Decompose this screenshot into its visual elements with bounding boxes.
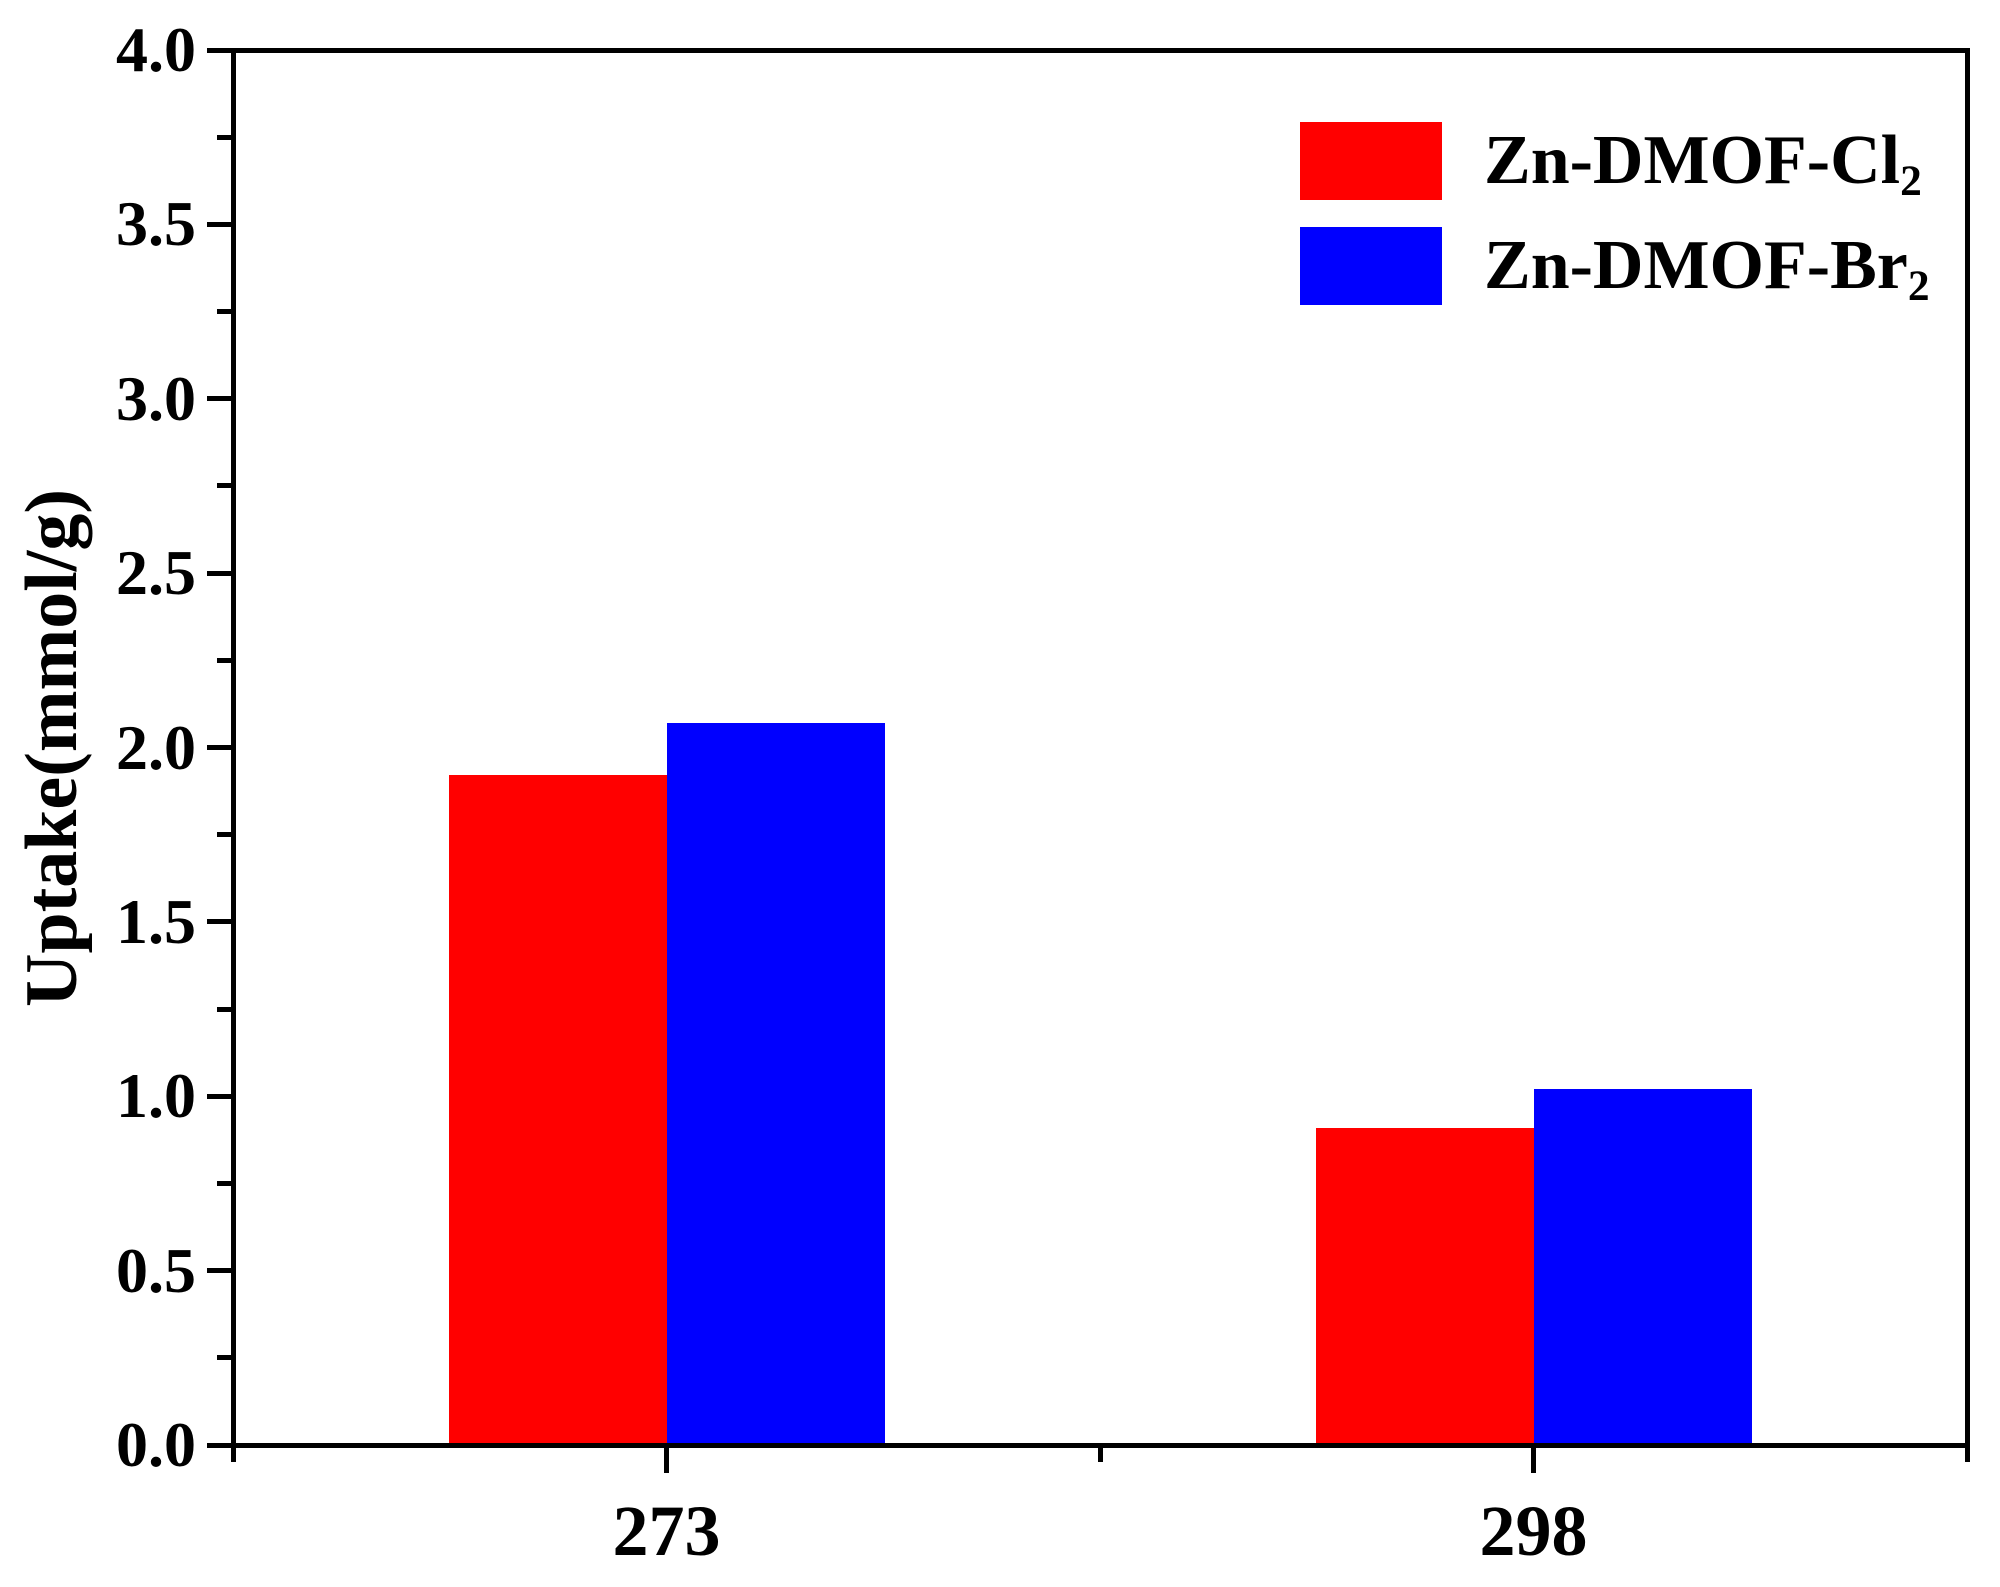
x-major-tick xyxy=(1531,1447,1536,1473)
y-minor-tick xyxy=(217,1006,233,1012)
y-major-tick xyxy=(207,221,233,227)
y-major-tick xyxy=(207,47,233,53)
y-tick-label: 2.0 xyxy=(116,711,196,783)
y-major-tick xyxy=(207,1093,233,1099)
legend: Zn-DMOF-Cl2 Zn-DMOF-Br2 xyxy=(1300,122,1930,311)
legend-label: Zn-DMOF-Cl2 xyxy=(1484,122,1922,206)
y-minor-tick xyxy=(217,1355,233,1361)
y-tick-label: 0.0 xyxy=(116,1409,196,1480)
y-major-tick xyxy=(207,919,233,925)
legend-item-zn-dmof-br2: Zn-DMOF-Br2 xyxy=(1300,227,1930,311)
y-tick-label: 0.5 xyxy=(116,1234,196,1306)
bar-zn-dmof-br2-273 xyxy=(666,723,885,1445)
x-major-tick xyxy=(664,1447,669,1473)
y-minor-tick xyxy=(217,657,233,663)
bar-zn-dmof-cl2-273 xyxy=(448,775,667,1445)
y-major-tick xyxy=(207,396,233,402)
y-major-tick xyxy=(207,1268,233,1274)
y-minor-tick xyxy=(217,483,233,489)
y-major-tick xyxy=(207,570,233,576)
y-major-tick xyxy=(207,745,233,750)
y-minor-tick xyxy=(217,309,233,315)
legend-item-zn-dmof-cl2: Zn-DMOF-Cl2 xyxy=(1300,122,1930,206)
y-minor-tick xyxy=(217,134,233,140)
y-tick-label: 2.5 xyxy=(116,537,196,609)
y-minor-tick xyxy=(217,1180,233,1186)
bar-zn-dmof-br2-298 xyxy=(1533,1089,1752,1445)
legend-swatch-icon xyxy=(1300,122,1442,200)
x-minor-tick xyxy=(230,1447,236,1462)
y-tick-label: 3.5 xyxy=(116,188,196,260)
x-minor-tick xyxy=(1964,1447,1970,1462)
legend-swatch-icon xyxy=(1300,227,1442,305)
y-major-tick xyxy=(207,1442,233,1448)
y-tick-label: 4.0 xyxy=(116,14,196,85)
y-tick-label: 3.0 xyxy=(116,362,196,434)
y-minor-tick xyxy=(217,832,233,838)
y-tick-label: 1.5 xyxy=(116,885,196,957)
legend-label: Zn-DMOF-Br2 xyxy=(1484,227,1930,311)
plot-frame xyxy=(231,48,1970,1448)
y-axis-title: Uptake(mmol/g) xyxy=(11,489,93,1007)
x-tick-label: 298 xyxy=(1479,1491,1588,1571)
x-tick-label: 273 xyxy=(612,1491,721,1571)
bar-zn-dmof-cl2-298 xyxy=(1315,1127,1534,1445)
y-tick-label: 1.0 xyxy=(116,1060,196,1132)
x-minor-tick xyxy=(1097,1447,1103,1462)
